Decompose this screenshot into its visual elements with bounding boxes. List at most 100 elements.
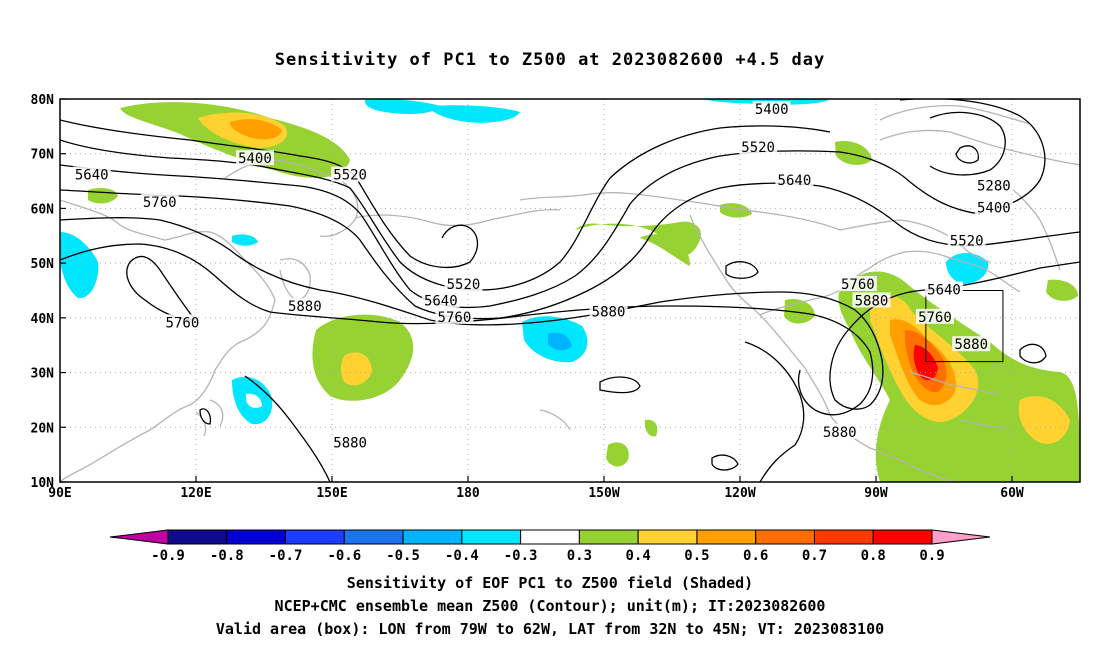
- colorbar-label: 0.6: [743, 548, 768, 564]
- contour-label: 5520: [333, 168, 367, 184]
- contour-label: 5760: [918, 310, 952, 326]
- map-axes: 90E 120E 150E 180 150W 120W 90W 60W 80N 70N 60N 50N…: [31, 93, 1024, 501]
- colorbar-label: -0.6: [327, 548, 361, 564]
- colorbar-label: 0.4: [626, 548, 651, 564]
- valid-area-box: [925, 290, 1004, 363]
- colorbar-label: -0.7: [269, 548, 303, 564]
- colorbar-max-arrow: [931, 529, 991, 545]
- colorbar-label: 0.5: [684, 548, 709, 564]
- z500-contours: [60, 99, 1080, 482]
- colorbar-segment: [285, 529, 345, 545]
- lon-tick-label: 120W: [724, 486, 755, 501]
- colorbar-label: 0.3: [567, 548, 592, 564]
- contour-label: 5520: [447, 277, 481, 293]
- contour-label: 5880: [333, 436, 367, 452]
- colorbar-segment: [520, 529, 580, 545]
- colorbar-segment: [872, 529, 933, 545]
- contour-label-bg: [752, 100, 791, 116]
- lon-tick-label: 180: [456, 486, 480, 501]
- lat-tick-label: 10N: [31, 476, 55, 491]
- colorbar-label: 0.8: [861, 548, 886, 564]
- colorbar-label: -0.8: [210, 548, 244, 564]
- contour-label-bg: [952, 336, 991, 352]
- contour-label: 5400: [238, 151, 272, 167]
- colorbar-segment: [696, 529, 757, 545]
- contour-label: 5400: [755, 102, 789, 118]
- lat-tick-label: 20N: [31, 421, 55, 436]
- contour-label: 5760: [438, 310, 472, 326]
- colorbar-label: 0.9: [919, 548, 944, 564]
- colorbar-label: -0.9: [151, 548, 185, 564]
- contour-label: 5760: [143, 195, 177, 211]
- contour-label-bg: [925, 281, 963, 297]
- lat-tick-label: 40N: [31, 312, 55, 327]
- lat-tick-label: 70N: [31, 148, 55, 163]
- colorbar-label: -0.4: [445, 548, 479, 564]
- contour-label: 5520: [741, 140, 775, 156]
- contour-labels: 5400552056405760576058805880552056405760…: [72, 100, 1013, 452]
- contour-label-bg: [285, 297, 324, 313]
- sensitivity-shading: [60, 99, 1080, 482]
- contour-label-bg: [852, 292, 891, 308]
- contour-label-bg: [915, 308, 954, 324]
- colorbar: -0.9 -0.8 -0.7 -0.6 -0.5 -0.4 -0.3 0.3 0.4 0.5 0.6…: [109, 529, 991, 564]
- contour-label: 5880: [954, 337, 988, 353]
- map-title: Sensitivity of PC1 to Z500 at 2023082600…: [274, 50, 826, 70]
- contour-label-bg: [331, 434, 370, 450]
- contour-label: 5760: [166, 315, 200, 331]
- colorbar-segment: [226, 529, 287, 545]
- map-grid: [60, 99, 1080, 482]
- lon-tick-label: 90E: [48, 486, 71, 501]
- contour-label: 5640: [75, 168, 109, 184]
- colorbar-segment: [755, 529, 815, 545]
- colorbar-label: 0.7: [802, 548, 827, 564]
- contour-label-bg: [974, 177, 1013, 193]
- colorbar-segment: [402, 529, 463, 545]
- contour-label-bg: [331, 166, 370, 182]
- contour-label-bg: [820, 423, 859, 439]
- contour-label: 5400: [977, 200, 1011, 216]
- colorbar-segment: [343, 529, 404, 545]
- contour-label-bg: [444, 276, 483, 292]
- lon-tick-label: 90W: [864, 486, 888, 501]
- contour-label: 5280: [977, 179, 1011, 195]
- colorbar-segment: [578, 529, 639, 545]
- map-frame: [59, 98, 1081, 483]
- contour-label: 5880: [592, 304, 626, 320]
- contour-label: 5640: [778, 173, 812, 189]
- contour-label: 5880: [288, 299, 322, 315]
- lat-tick-label: 50N: [31, 257, 55, 272]
- colorbar-label: -0.3: [504, 548, 538, 564]
- contour-label-bg: [974, 199, 1013, 215]
- caption-valid-area: Valid area (box): LON from 79W to 62W, L…: [215, 620, 885, 638]
- colorbar-label: -0.5: [386, 548, 420, 564]
- lat-tick-label: 60N: [31, 202, 55, 217]
- contour-label-bg: [739, 139, 778, 155]
- contour-label-bg: [435, 308, 474, 324]
- contour-label-bg: [140, 193, 179, 209]
- contour-label: 5640: [424, 293, 458, 309]
- lat-tick-label: 30N: [31, 367, 55, 382]
- lat-tick-label: 80N: [31, 93, 55, 108]
- contour-label-bg: [775, 172, 814, 188]
- contour-label-bg: [72, 166, 111, 182]
- colorbar-segment: [637, 529, 698, 545]
- contour-label-bg: [235, 150, 274, 166]
- colorbar-segment: [167, 529, 228, 545]
- contour-label-bg: [421, 292, 460, 308]
- contour-label: 5520: [950, 233, 984, 249]
- contour-label-bg: [838, 276, 877, 292]
- colorbar-segment: [813, 529, 874, 545]
- contour-label-bg: [947, 232, 986, 248]
- lon-tick-label: 120E: [180, 486, 211, 501]
- lon-tick-label: 150E: [316, 486, 347, 501]
- colorbar-min-arrow: [109, 529, 169, 545]
- contour-label: 5880: [855, 293, 889, 309]
- lon-tick-label: 150W: [588, 486, 619, 501]
- contour-label: 5640: [927, 283, 961, 299]
- contour-label: 5760: [841, 277, 875, 293]
- contour-label: 5880: [823, 425, 857, 441]
- caption-contour: NCEP+CMC ensemble mean Z500 (Contour); u…: [274, 597, 826, 615]
- caption-shading: Sensitivity of EOF PC1 to Z500 field (Sh…: [346, 574, 754, 592]
